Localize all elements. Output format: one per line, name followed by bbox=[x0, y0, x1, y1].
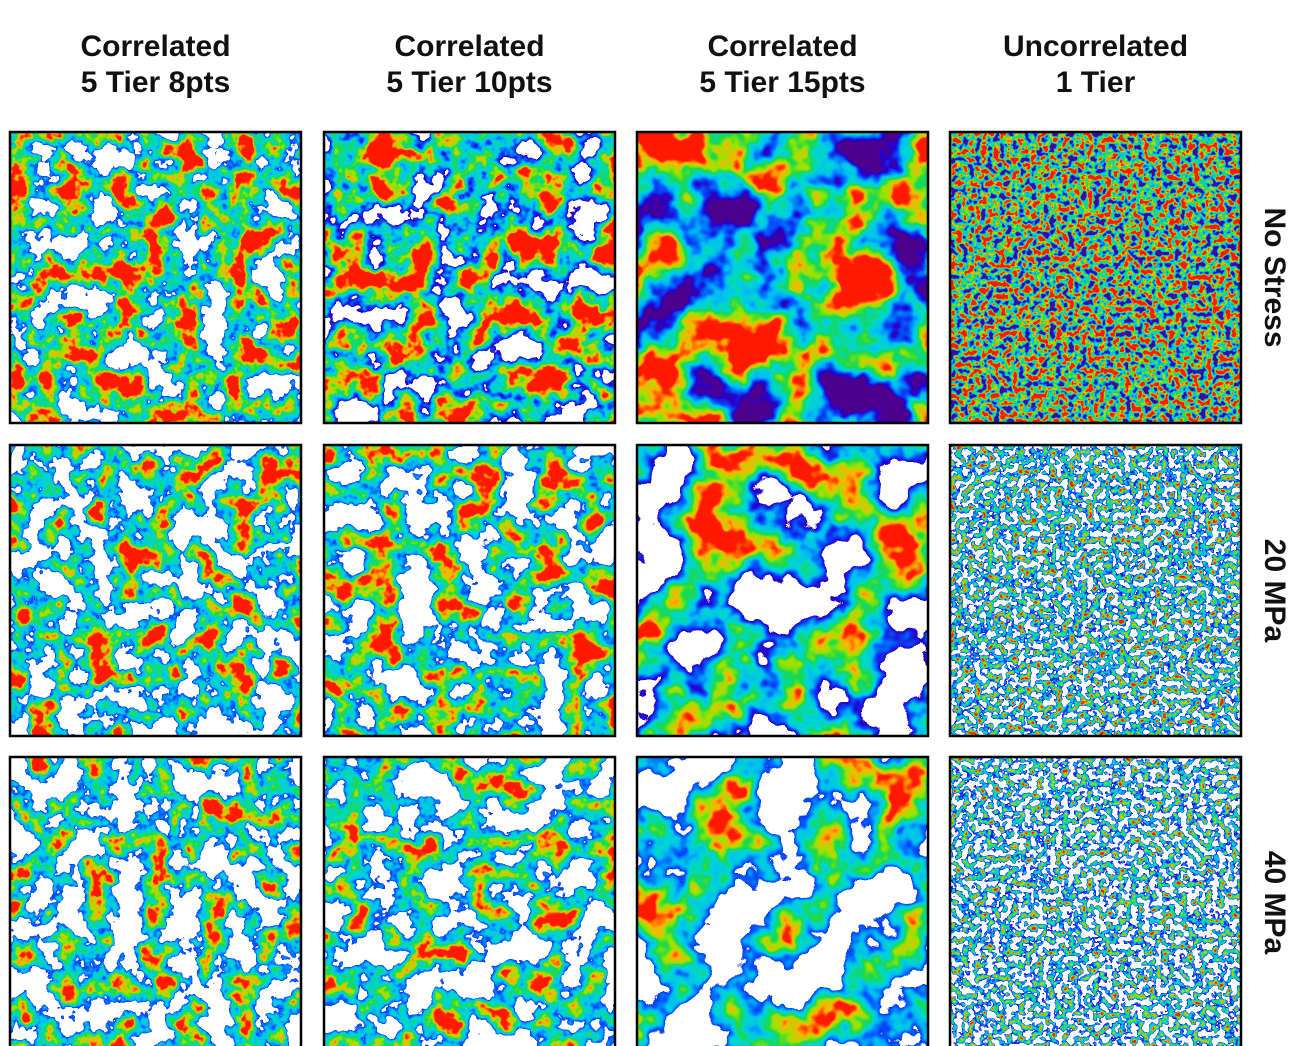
column-title: Correlated bbox=[707, 30, 857, 63]
panel-image bbox=[637, 757, 928, 1046]
figure: Correlated5 Tier 8ptsCorrelated5 Tier 10… bbox=[0, 0, 1292, 1046]
column-subtitle: 5 Tier 8pts bbox=[81, 66, 231, 99]
panel bbox=[950, 132, 1241, 423]
panel bbox=[637, 445, 928, 736]
panel bbox=[10, 132, 301, 423]
panel-image bbox=[324, 132, 615, 423]
panel-image bbox=[10, 445, 301, 736]
panel-image bbox=[637, 445, 928, 736]
panel bbox=[324, 445, 615, 736]
column-subtitle: 5 Tier 15pts bbox=[699, 66, 865, 99]
panel-image bbox=[637, 132, 928, 423]
panel-image bbox=[10, 132, 301, 423]
panel bbox=[950, 757, 1241, 1046]
panel bbox=[637, 757, 928, 1046]
column-title: Correlated bbox=[80, 30, 230, 63]
row-label: 40 MPa bbox=[1258, 851, 1291, 955]
panel bbox=[10, 445, 301, 736]
panel-image bbox=[950, 132, 1241, 423]
row-label: No Stress bbox=[1258, 207, 1291, 347]
column-subtitle: 5 Tier 10pts bbox=[386, 66, 552, 99]
panel-image bbox=[950, 757, 1241, 1046]
column-subtitle: 1 Tier bbox=[1056, 66, 1136, 99]
panel bbox=[324, 757, 615, 1046]
panel-image bbox=[324, 445, 615, 736]
panel bbox=[10, 757, 301, 1046]
panel bbox=[950, 445, 1241, 736]
panel bbox=[324, 132, 615, 423]
panel-image bbox=[324, 757, 615, 1046]
panel bbox=[637, 132, 928, 423]
column-title: Uncorrelated bbox=[1003, 30, 1188, 63]
panel-image bbox=[10, 757, 301, 1046]
panel-image bbox=[950, 445, 1241, 736]
column-title: Correlated bbox=[394, 30, 544, 63]
row-label: 20 MPa bbox=[1258, 539, 1291, 643]
